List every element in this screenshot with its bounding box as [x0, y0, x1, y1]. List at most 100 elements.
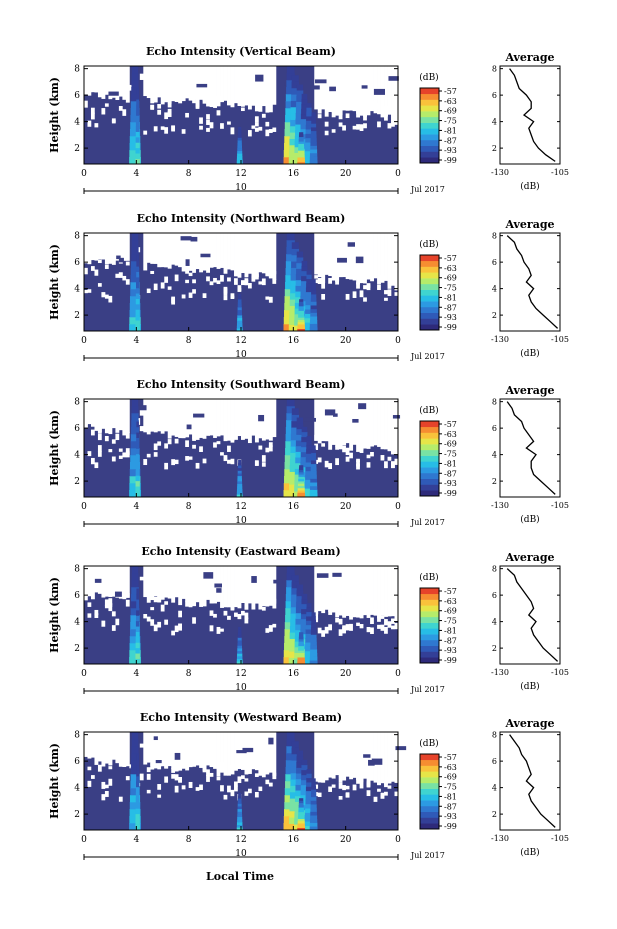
missing-data-cell	[237, 66, 242, 105]
echo-cell	[373, 88, 385, 95]
echo-cell	[296, 90, 304, 97]
missing-data-cell	[178, 95, 182, 103]
missing-data-cell	[206, 114, 210, 120]
echo-cell	[304, 655, 314, 660]
echo-cell	[135, 137, 140, 143]
echo-cell	[236, 827, 243, 831]
echo-cell	[131, 760, 140, 768]
missing-data-cell	[220, 233, 224, 268]
missing-data-cell	[345, 447, 350, 453]
echo-cell	[135, 453, 140, 460]
y-tick-label: 8	[74, 65, 80, 75]
missing-data-cell	[97, 450, 102, 457]
echo-cell	[310, 645, 317, 650]
echo-cell	[300, 466, 309, 473]
echo-cell	[290, 600, 300, 608]
echo-cell	[238, 795, 242, 799]
missing-data-cell	[321, 399, 326, 442]
echo-cell	[237, 481, 243, 485]
missing-data-cell	[157, 91, 162, 97]
missing-data-cell	[167, 732, 172, 767]
echo-cell	[298, 136, 304, 140]
missing-data-cell	[206, 66, 210, 107]
echo-cell	[285, 594, 296, 602]
missing-data-cell	[359, 449, 364, 453]
missing-data-cell	[192, 66, 197, 100]
missing-data-cell	[328, 233, 333, 277]
echo-cell	[135, 642, 140, 649]
missing-data-cell	[363, 233, 367, 280]
missing-data-cell	[216, 776, 221, 781]
echo-cell	[291, 414, 300, 422]
echo-cell	[290, 119, 301, 127]
colorbar-label: (dB)	[419, 572, 438, 583]
missing-data-cell	[108, 755, 113, 761]
missing-data-cell	[84, 289, 88, 294]
missing-data-cell	[230, 66, 235, 108]
echo-cell	[310, 141, 317, 146]
missing-data-cell	[227, 66, 231, 106]
missing-data-cell	[202, 432, 207, 439]
missing-data-cell	[314, 399, 319, 441]
echo-cell	[118, 257, 124, 263]
x-tick-label: 12	[235, 835, 246, 845]
echo-cell	[392, 415, 401, 419]
missing-data-cell	[220, 785, 224, 792]
missing-data-cell	[195, 566, 200, 601]
missing-data-cell	[328, 773, 333, 778]
missing-data-cell	[157, 594, 162, 602]
echo-cell	[291, 594, 300, 601]
missing-data-cell	[202, 399, 207, 435]
colorbar-swatch	[420, 771, 439, 778]
echo-cell	[300, 794, 309, 801]
missing-data-cell	[359, 399, 364, 450]
panel-title: Echo Intensity (Southward Beam)	[137, 378, 346, 391]
echo-cell	[299, 143, 310, 150]
echo-cell	[285, 427, 296, 435]
missing-data-cell	[258, 732, 263, 776]
echo-cell	[310, 641, 317, 646]
colorbar-tick-label: -93	[444, 313, 457, 322]
colorbar-tick-label: -63	[444, 264, 457, 273]
missing-data-cell	[108, 766, 113, 770]
missing-data-cell	[84, 418, 88, 425]
missing-data-cell	[254, 566, 259, 604]
missing-data-cell	[199, 732, 204, 768]
echo-cell	[305, 475, 313, 480]
missing-data-cell	[97, 427, 102, 434]
missing-data-cell	[261, 462, 266, 467]
echo-cell	[242, 747, 254, 753]
missing-data-cell	[84, 593, 88, 601]
echo-cell	[135, 647, 140, 654]
missing-data-cell	[160, 429, 165, 434]
missing-data-cell	[254, 761, 259, 766]
missing-data-cell	[192, 732, 197, 767]
missing-data-cell	[359, 732, 364, 780]
colorbar-swatch	[420, 788, 439, 795]
x-tick-label: 8	[186, 169, 192, 179]
y-axis-label: Height (km)	[48, 244, 61, 320]
missing-data-cell	[209, 566, 214, 604]
echo-cell	[291, 587, 300, 595]
missing-data-cell	[125, 776, 130, 781]
missing-data-cell	[335, 109, 339, 116]
echo-cell	[291, 747, 300, 755]
missing-data-cell	[234, 612, 238, 617]
missing-data-cell	[391, 280, 395, 285]
echo-cell	[216, 588, 222, 593]
colorbar-label: (dB)	[419, 738, 438, 749]
echo-cell	[130, 448, 140, 456]
echo-cell	[299, 310, 310, 317]
echo-cell	[237, 811, 243, 815]
missing-data-cell	[209, 772, 214, 777]
missing-data-cell	[384, 399, 388, 450]
missing-data-cell	[220, 452, 224, 456]
missing-data-cell	[150, 762, 155, 767]
missing-data-cell	[209, 610, 214, 616]
average-y-tick-label: 2	[492, 644, 497, 653]
missing-data-cell	[108, 778, 113, 786]
missing-data-cell	[254, 66, 259, 112]
missing-data-cell	[387, 283, 392, 289]
echo-cell	[290, 785, 301, 793]
missing-data-cell	[188, 456, 193, 460]
